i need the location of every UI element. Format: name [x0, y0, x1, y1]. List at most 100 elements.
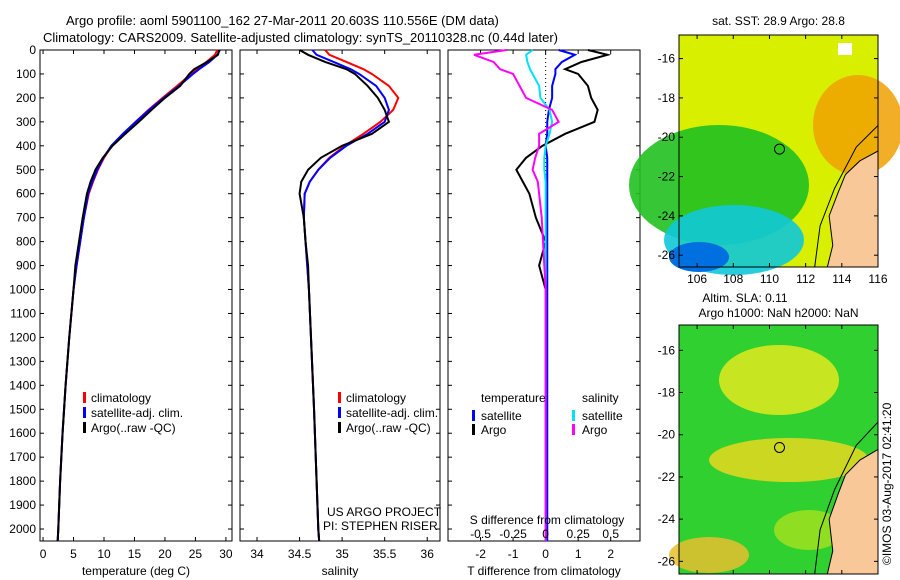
y-tick-label: 1600	[9, 426, 36, 440]
map-lat-label: -16	[658, 343, 676, 357]
diff-line-t-satellite	[544, 49, 578, 541]
legend-swatch	[472, 424, 475, 435]
legend-label: satellite-adj. clim.	[91, 406, 183, 420]
y-tick-label: 500	[16, 163, 36, 177]
legend-swatch	[83, 407, 86, 418]
y-tick-label: 1800	[9, 474, 36, 488]
map-lat-label: -18	[658, 91, 676, 105]
x-tick-label: 10	[97, 547, 111, 561]
title-line-2: Climatology: CARS2009. Satellite-adjuste…	[43, 30, 558, 45]
profile-line-argo	[56, 49, 221, 542]
legend-label: Argo(..raw -QC)	[346, 421, 431, 435]
legend-swatch	[472, 410, 475, 421]
legend-swatch	[83, 392, 86, 403]
sla-high-region	[719, 345, 839, 415]
y-tick-label: 800	[16, 235, 36, 249]
y-tick-label: 1500	[9, 402, 36, 416]
legend-label: satellite-adj. clim.	[346, 406, 438, 420]
y-tick-label: 700	[16, 211, 36, 225]
x-tick-label: 0	[40, 547, 47, 561]
sst-warm-region	[813, 75, 900, 175]
sla-high-region	[709, 438, 869, 482]
x2-axis-label: S difference from climatology	[470, 513, 625, 527]
legend-swatch	[572, 424, 575, 435]
map-lat-label: -18	[658, 386, 676, 400]
legend-swatch	[572, 410, 575, 421]
map-frame	[678, 324, 879, 575]
x-axis-label: T difference from climatology	[467, 564, 621, 578]
x-tick-label: 34.5	[288, 547, 312, 561]
x-tick-label: 1	[575, 547, 582, 561]
y-tick-label: 300	[16, 115, 36, 129]
bathymetry-contour	[814, 125, 879, 268]
map-lon-label: 108	[723, 272, 743, 286]
map-lat-label: -26	[658, 248, 676, 262]
map-lon-label: 114	[832, 272, 851, 286]
x-axis-label: salinity	[322, 564, 359, 578]
y-tick-label: 1100	[10, 306, 36, 320]
y-tick-label: 900	[16, 259, 36, 273]
map-lat-label: -20	[658, 130, 676, 144]
legend-swatch	[338, 422, 341, 433]
legend-label: satellite	[481, 409, 522, 423]
credit-pi: PI: STEPHEN RISER	[323, 519, 438, 533]
map-lat-label: -16	[658, 52, 676, 66]
x-tick-label: -2	[475, 547, 486, 561]
legend-label: satellite	[582, 409, 623, 423]
legend-label: Argo(..raw -QC)	[91, 421, 176, 435]
x-tick-label: 15	[128, 547, 142, 561]
plot-frame	[239, 49, 441, 542]
x2-tick-label: 0.5	[602, 527, 619, 541]
timestamp: ©IMOS 03-Aug-2017 02:41:20	[880, 402, 894, 565]
no-data-patch	[838, 43, 852, 55]
x2-tick-label: 0.25	[566, 527, 590, 541]
argo-float-location-marker	[774, 441, 786, 453]
x2-tick-label: -0.25	[499, 527, 527, 541]
legend-label: Argo	[481, 423, 507, 437]
map-subtitle: Argo h1000: NaN h2000: NaN	[698, 306, 858, 320]
x-tick-label: 0	[542, 547, 549, 561]
map-lat-label: -20	[658, 428, 676, 442]
legend-title-temperature: temperature	[481, 391, 546, 405]
x-tick-label: 36	[421, 547, 435, 561]
y-tick-label: 1300	[9, 354, 36, 368]
legend-swatch	[338, 407, 341, 418]
legend-title-salinity: salinity	[582, 391, 619, 405]
sla-mid-region	[774, 510, 844, 550]
x-tick-label: 20	[158, 547, 172, 561]
legend-swatch	[338, 392, 341, 403]
map-title: Altim. SLA: 0.11	[702, 291, 787, 305]
map-lat-label: -24	[658, 512, 676, 526]
map-lon-label: 110	[760, 272, 779, 286]
legend-swatch	[83, 422, 86, 433]
x-tick-label: 2	[607, 547, 614, 561]
map-frame	[678, 34, 879, 268]
map-lon-label: 116	[868, 272, 887, 286]
x-tick-label: 34	[250, 547, 264, 561]
map-lon-label: 112	[796, 272, 815, 286]
plot-frame	[39, 49, 233, 542]
profile-line-satellite-adj.	[56, 49, 221, 542]
y-tick-label: 2000	[9, 522, 36, 536]
y-tick-label: 0	[29, 43, 36, 57]
title-line-1: Argo profile: aoml 5901100_162 27-Mar-20…	[66, 13, 499, 28]
x-axis-label: temperature (deg C)	[82, 564, 190, 578]
y-tick-label: 600	[16, 187, 36, 201]
sst-coldest-region	[669, 242, 729, 272]
sla-high-region	[669, 537, 749, 573]
y-tick-label: 1900	[9, 498, 36, 512]
map-lat-label: -24	[658, 209, 676, 223]
y-tick-label: 1400	[9, 378, 36, 392]
x-tick-label: -1	[508, 547, 519, 561]
diff-line-t-argo	[515, 49, 612, 541]
legend-label: Argo	[582, 423, 608, 437]
y-tick-label: 400	[16, 139, 36, 153]
legend-label: climatology	[346, 391, 406, 405]
profile-line-argo	[298, 49, 391, 542]
y-tick-label: 200	[16, 91, 36, 105]
x2-tick-label: -0.5	[470, 527, 491, 541]
map-title: sat. SST: 28.9 Argo: 28.8	[712, 14, 845, 28]
diff-line-s-argo	[473, 49, 560, 541]
credit-project: US ARGO PROJECT	[327, 505, 442, 519]
